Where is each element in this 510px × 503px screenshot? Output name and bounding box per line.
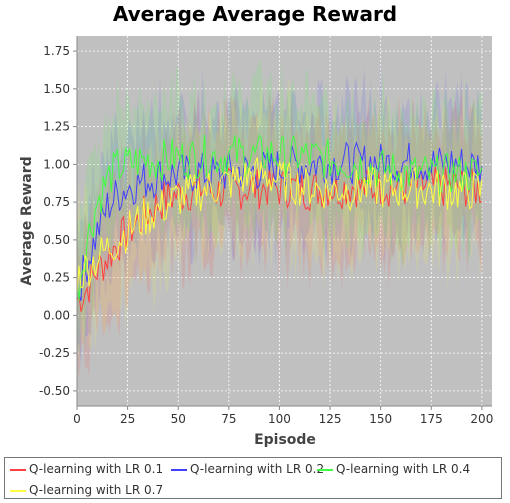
- legend-label: Q-learning with LR 0.2: [190, 462, 325, 476]
- x-tick-label: 150: [369, 412, 392, 426]
- y-tick-label: 1.00: [43, 157, 70, 171]
- legend-item: Q-learning with LR 0.1: [10, 462, 163, 476]
- legend-swatch: [10, 468, 26, 471]
- series-band-2: [77, 58, 482, 369]
- x-tick-label: 125: [319, 412, 342, 426]
- legend-label: Q-learning with LR 0.4: [336, 462, 471, 476]
- x-tick-label: 100: [268, 412, 291, 426]
- series-line-2: [76, 141, 483, 302]
- y-tick-label: 0.25: [43, 271, 70, 285]
- x-tick-label: 0: [73, 412, 81, 426]
- y-tick-label: 1.75: [43, 44, 70, 58]
- legend-swatch: [171, 468, 187, 471]
- y-axis-title: Average Reward: [19, 156, 35, 285]
- y-tick-label: 1.25: [43, 120, 70, 134]
- series-layer: [76, 134, 483, 312]
- legend-swatch: [317, 468, 333, 471]
- legend-label: Q-learning with LR 0.1: [29, 462, 164, 476]
- x-tick-label: 75: [221, 412, 236, 426]
- series-line-4: [76, 157, 483, 295]
- series-band-1: [77, 86, 482, 381]
- legend-item: Q-learning with LR 0.2: [171, 462, 324, 476]
- y-tick-label: 0.00: [43, 308, 70, 322]
- axes: [76, 36, 492, 407]
- x-tick-label: 200: [470, 412, 493, 426]
- ticks: 0 25 50 75 100 125 150 175 200 -0.50 -0.25 0.00 0.25…: [39, 44, 493, 426]
- chart-svg: 0 25 50 75 100 125 150 175 200 -0.50 -0.25 0.00 0.25…: [19, 36, 493, 448]
- x-axis-title: Episode: [254, 432, 316, 448]
- x-tick-label: 175: [420, 412, 443, 426]
- series-band-3: [77, 55, 482, 361]
- legend: Q-learning with LR 0.1 Q-learning with LR…: [4, 457, 502, 499]
- chart-title: Average Average Reward: [112, 2, 398, 26]
- x-tick-label: 25: [120, 412, 135, 426]
- grid: [76, 36, 492, 406]
- y-tick-label: 1.50: [43, 82, 70, 96]
- legend-label: Q-learning with LR 0.7: [29, 483, 164, 497]
- plot-area: [77, 36, 492, 406]
- y-tick-label: -0.50: [39, 384, 70, 398]
- legend-swatch: [10, 489, 26, 492]
- legend-item: Q-learning with LR 0.4: [317, 462, 470, 476]
- y-tick-label: 0.50: [43, 233, 70, 247]
- y-tick-label: 0.75: [43, 195, 70, 209]
- y-tick-label: -0.25: [39, 346, 70, 360]
- x-tick-label: 50: [171, 412, 186, 426]
- legend-item: Q-learning with LR 0.7: [10, 483, 163, 497]
